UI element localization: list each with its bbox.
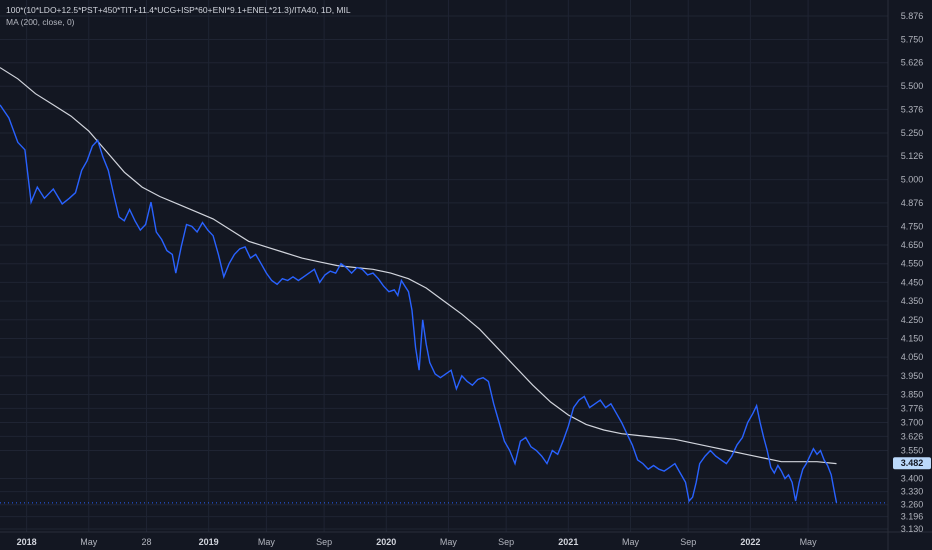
y-tick-label: 3.700 bbox=[901, 418, 924, 428]
x-tick-label: 2022 bbox=[740, 537, 760, 547]
y-tick-label: 5.126 bbox=[901, 151, 924, 161]
y-tick-label: 4.350 bbox=[901, 296, 924, 306]
indicator-label: MA (200, close, 0) bbox=[6, 17, 75, 27]
y-tick-label: 4.650 bbox=[901, 240, 924, 250]
time-axis[interactable]: 2018 May 28 2019 May Sep 2020 May Sep 2021 May Sep 2… bbox=[17, 537, 817, 547]
y-tick-label: 5.500 bbox=[901, 81, 924, 91]
y-tick-label: 4.150 bbox=[901, 333, 924, 343]
y-tick-label: 3.330 bbox=[901, 487, 924, 497]
y-tick-label: 4.876 bbox=[901, 198, 924, 208]
y-tick-label: 3.850 bbox=[901, 389, 924, 399]
price-axis[interactable]: 5.876 5.750 5.626 5.500 5.376 5.250 5.126 5.000… bbox=[901, 11, 924, 534]
x-tick-label: 2020 bbox=[376, 537, 396, 547]
x-tick-label: May bbox=[80, 537, 98, 547]
x-tick-label: Sep bbox=[316, 537, 332, 547]
y-tick-label: 3.196 bbox=[901, 512, 924, 522]
y-tick-label: 5.876 bbox=[901, 11, 924, 21]
y-tick-label: 3.260 bbox=[901, 500, 924, 510]
y-tick-label: 3.400 bbox=[901, 474, 924, 484]
y-tick-label: 4.550 bbox=[901, 259, 924, 269]
price-line bbox=[0, 104, 838, 503]
y-tick-label: 3.130 bbox=[901, 524, 924, 534]
x-tick-label: May bbox=[800, 537, 818, 547]
y-tick-label: 5.750 bbox=[901, 35, 924, 45]
y-tick-label: 4.250 bbox=[901, 315, 924, 325]
last-price-badge: 3.482 bbox=[893, 457, 931, 470]
ma-200-line bbox=[0, 67, 837, 465]
y-tick-label: 4.050 bbox=[901, 352, 924, 362]
x-tick-label: May bbox=[440, 537, 458, 547]
y-tick-label: 3.950 bbox=[901, 371, 924, 381]
x-tick-label: Sep bbox=[680, 537, 696, 547]
y-tick-label: 4.450 bbox=[901, 277, 924, 287]
x-tick-label: May bbox=[622, 537, 640, 547]
y-tick-label: 5.626 bbox=[901, 58, 924, 68]
chart-legend: 100*(10*LDO+12.5*PST+450*TIT+11.4*UCG+IS… bbox=[6, 4, 351, 28]
y-tick-label: 3.550 bbox=[901, 446, 924, 456]
y-tick-label: 5.376 bbox=[901, 104, 924, 114]
y-tick-label: 4.750 bbox=[901, 221, 924, 231]
y-tick-label: 5.000 bbox=[901, 175, 924, 185]
symbol-title: 100*(10*LDO+12.5*PST+450*TIT+11.4*UCG+IS… bbox=[6, 5, 351, 15]
x-tick-label: 2021 bbox=[558, 537, 578, 547]
x-tick-label: 28 bbox=[142, 537, 152, 547]
x-tick-label: 2019 bbox=[199, 537, 219, 547]
x-tick-label: 2018 bbox=[17, 537, 37, 547]
y-tick-label: 3.626 bbox=[901, 431, 924, 441]
last-price-label: 3.482 bbox=[901, 458, 924, 468]
y-tick-label: 3.776 bbox=[901, 403, 924, 413]
y-tick-label: 5.250 bbox=[901, 128, 924, 138]
x-tick-label: May bbox=[258, 537, 276, 547]
x-tick-label: Sep bbox=[498, 537, 514, 547]
